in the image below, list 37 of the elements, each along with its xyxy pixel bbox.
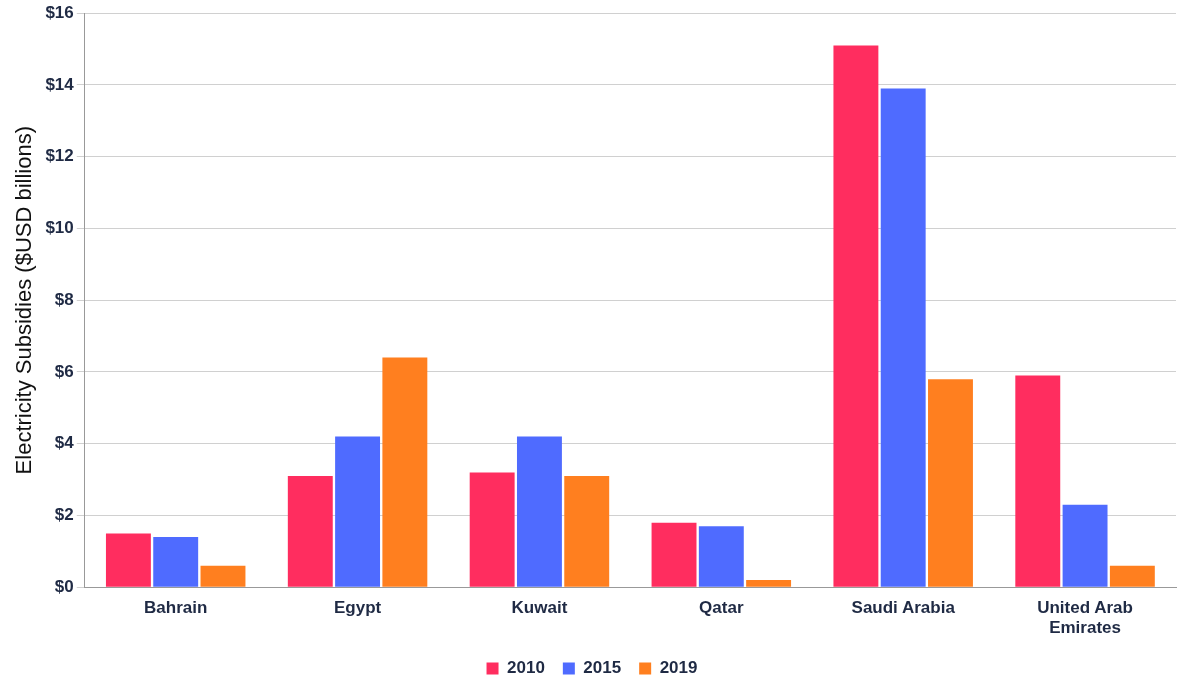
bar [105, 533, 151, 587]
bar [1015, 375, 1061, 587]
bar [746, 580, 792, 587]
bar [200, 565, 246, 587]
bar [335, 436, 381, 587]
x-tick-label: Saudi Arabia [851, 598, 956, 618]
x-tick-label: Qatar [699, 598, 744, 618]
bar [1062, 504, 1108, 587]
y-axis-title: Electricity Subsidies ($USD billions) [11, 125, 37, 475]
bar [698, 526, 744, 587]
y-tick-label: $12 [45, 146, 74, 166]
y-tick-label: $16 [45, 2, 74, 22]
y-tick-label: $10 [45, 218, 74, 238]
x-tick-label: Kuwait [511, 598, 568, 618]
legend-label: 2019 [659, 658, 698, 678]
y-tick-label: $8 [54, 289, 74, 309]
bar [651, 522, 697, 587]
bar [564, 475, 610, 587]
y-tick-label: $6 [54, 361, 74, 381]
y-tick-label: $4 [54, 433, 75, 453]
bar [880, 88, 926, 587]
y-tick-label: $0 [54, 576, 74, 596]
legend-label: 2010 [507, 658, 545, 678]
x-tick-label: Bahrain [144, 598, 208, 618]
bar [287, 475, 333, 587]
bar [382, 357, 428, 587]
bar [1109, 565, 1155, 587]
bar [516, 436, 562, 587]
legend-label: 2015 [583, 658, 622, 678]
bar [469, 472, 515, 587]
x-tick-label: United Arab Emirates [1037, 598, 1133, 638]
y-tick-label: $14 [45, 74, 75, 94]
bar [833, 45, 879, 587]
bar [153, 536, 199, 587]
x-tick-label: Egypt [333, 598, 382, 618]
y-tick-label: $2 [54, 505, 74, 525]
bar [928, 379, 973, 587]
